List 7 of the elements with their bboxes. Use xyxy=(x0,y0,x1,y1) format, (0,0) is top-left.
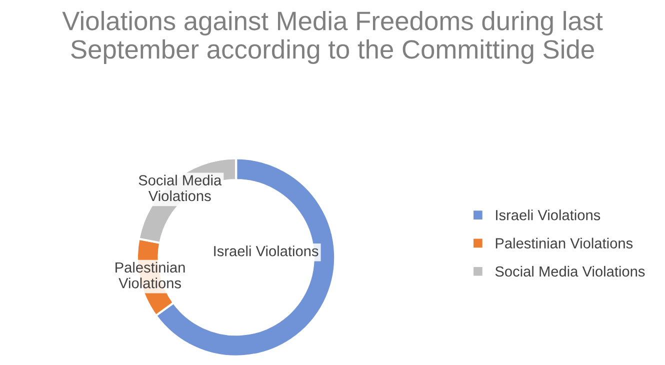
slice-label: Social Media Violations xyxy=(138,174,222,202)
slice-label: Israeli Violations xyxy=(214,246,318,256)
slice-label: Palestinian Violations xyxy=(116,262,185,288)
legend-label: Israeli Violations xyxy=(496,210,600,220)
legend-label: Palestinian Violations xyxy=(496,238,633,248)
chart-title: Violations against Media Freedoms during last September according to the Committing Side xyxy=(62,10,603,64)
legend-label: Social Media Violations xyxy=(495,266,645,277)
